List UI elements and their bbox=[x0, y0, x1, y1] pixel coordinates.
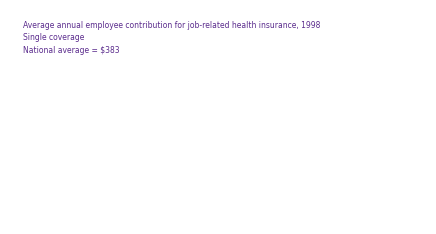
Text: Single coverage: Single coverage bbox=[23, 33, 85, 42]
Text: Average annual employee contribution for job-related health insurance, 1998: Average annual employee contribution for… bbox=[23, 21, 320, 30]
Text: National average = $383: National average = $383 bbox=[23, 46, 120, 55]
